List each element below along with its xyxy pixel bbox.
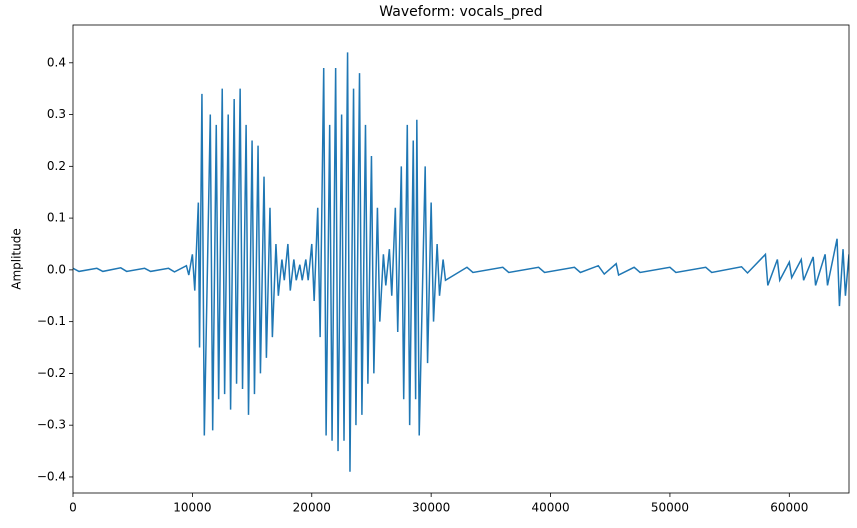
y-tick-label: 0.1 <box>47 211 66 225</box>
y-tick-label: 0.3 <box>47 107 66 121</box>
chart-title: Waveform: vocals_pred <box>379 4 542 20</box>
plot-frame <box>72 24 850 494</box>
y-tick-label: −0.2 <box>37 366 66 380</box>
x-tick-label: 20000 <box>293 501 331 515</box>
x-tick-label: 10000 <box>173 501 211 515</box>
x-tick-label: 30000 <box>412 501 450 515</box>
x-tick-label: 40000 <box>531 501 569 515</box>
x-tick-label: 60000 <box>770 501 808 515</box>
waveform-line <box>73 52 849 472</box>
y-tick-label: 0.4 <box>47 55 66 69</box>
y-tick-label: −0.1 <box>37 314 66 328</box>
y-tick-label: −0.4 <box>37 469 66 483</box>
y-tick-label: 0.2 <box>47 159 66 173</box>
x-tick-label: 50000 <box>651 501 689 515</box>
x-tick-label: 0 <box>69 501 77 515</box>
y-axis-label: Amplitude <box>10 228 24 290</box>
y-tick-label: 0.0 <box>47 262 66 276</box>
y-tick-label: −0.3 <box>37 418 66 432</box>
